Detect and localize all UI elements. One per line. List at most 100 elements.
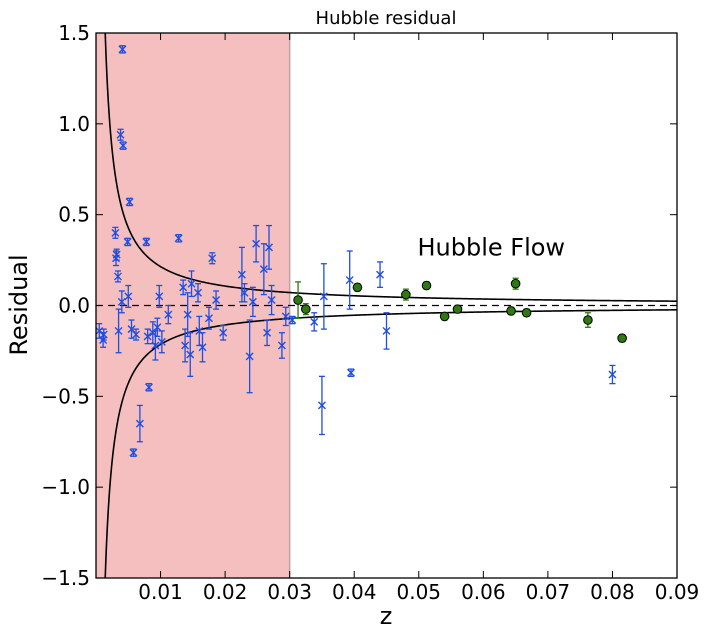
data-point-x xyxy=(116,130,125,139)
x-axis-label: z xyxy=(380,602,393,630)
x-marker-stroke xyxy=(194,288,202,297)
x-marker-stroke xyxy=(198,343,207,352)
x-marker-stroke xyxy=(267,296,276,305)
x-marker-stroke xyxy=(157,337,166,346)
y-tick-label: 1.5 xyxy=(58,21,90,45)
data-point-circle xyxy=(352,282,363,293)
data-point-circle xyxy=(452,304,463,314)
x-marker-stroke xyxy=(116,130,125,139)
data-point-x xyxy=(157,337,166,346)
x-marker-stroke xyxy=(212,296,221,305)
data-point-x xyxy=(194,288,202,297)
y-tick-label: 1.0 xyxy=(58,112,90,136)
data-point-circle xyxy=(293,295,303,305)
x-marker-stroke xyxy=(112,250,121,259)
x-marker-stroke xyxy=(317,401,326,410)
data-point-x xyxy=(288,316,297,325)
x-axis-ticks: 0.01 0.02 0.03 0.04 0.05 0.06 0.07 0.08 0.09 xyxy=(138,33,699,604)
data-point-x xyxy=(123,237,132,246)
x-marker-stroke xyxy=(237,270,246,279)
data-point-circle xyxy=(421,280,432,291)
x-marker-stroke xyxy=(382,326,391,335)
data-point-x xyxy=(164,310,173,319)
x-marker-stroke xyxy=(319,292,328,301)
x-marker-stroke xyxy=(118,45,127,54)
x-marker-stroke xyxy=(608,370,617,379)
y-axis-label: Residual xyxy=(5,254,33,355)
data-point-x xyxy=(259,265,268,274)
data-point-x xyxy=(267,296,276,305)
data-point-x xyxy=(265,243,274,252)
x-marker-stroke xyxy=(219,328,228,337)
y-tick-label: 0.0 xyxy=(58,294,90,318)
data-point-x xyxy=(186,350,195,359)
data-point-x xyxy=(198,343,207,352)
x-marker-stroke xyxy=(183,310,192,319)
x-marker-stroke xyxy=(248,297,257,306)
data-point-x xyxy=(204,314,213,323)
data-point-x xyxy=(240,288,249,297)
x-tick-label: 0.04 xyxy=(332,580,377,604)
x-marker-stroke xyxy=(117,297,126,306)
data-point-circle xyxy=(617,333,627,344)
data-point-x xyxy=(263,328,272,337)
x-marker-stroke xyxy=(174,234,183,243)
data-point-x xyxy=(113,272,122,281)
data-point-circle xyxy=(439,311,450,322)
data-point-x xyxy=(345,276,354,285)
data-point-x xyxy=(112,250,121,259)
data-point-x xyxy=(124,292,133,301)
data-point-x xyxy=(117,297,126,306)
data-point-x xyxy=(99,330,108,339)
x-marker-stroke xyxy=(288,316,297,325)
data-point-x xyxy=(237,270,246,279)
data-point-x xyxy=(608,370,617,379)
data-point-x xyxy=(132,330,141,339)
data-point-x xyxy=(135,419,144,428)
data-point-x xyxy=(183,310,192,319)
data-point-x xyxy=(129,448,138,457)
x-marker-stroke xyxy=(164,310,173,319)
data-point-x xyxy=(143,332,152,341)
x-marker-stroke xyxy=(119,141,128,150)
envelope-lower-curve xyxy=(104,309,678,579)
data-point-x xyxy=(281,312,290,321)
x-tick-label: 0.07 xyxy=(526,580,571,604)
data-point-x xyxy=(114,326,123,335)
x-marker-stroke xyxy=(346,368,355,377)
x-tick-label: 0.01 xyxy=(138,580,183,604)
data-point-x xyxy=(245,352,254,361)
data-point-x xyxy=(252,239,261,248)
data-point-x xyxy=(277,341,286,350)
data-point-x xyxy=(310,317,319,326)
x-marker-stroke xyxy=(99,330,108,339)
data-point-x xyxy=(142,237,151,246)
x-marker-stroke xyxy=(195,326,204,335)
x-marker-stroke xyxy=(187,279,196,288)
data-point-x xyxy=(208,254,217,263)
x-marker-stroke xyxy=(142,237,151,246)
data-point-x xyxy=(155,292,164,301)
data-point-x xyxy=(153,323,162,332)
data-point-x xyxy=(125,197,134,206)
x-marker-stroke xyxy=(376,270,385,279)
x-marker-stroke xyxy=(129,448,138,457)
x-marker-stroke xyxy=(111,228,120,237)
data-point-x xyxy=(248,297,257,306)
x-marker-stroke xyxy=(144,383,153,392)
data-point-x xyxy=(144,383,153,392)
data-point-circle xyxy=(521,307,532,318)
x-marker-stroke xyxy=(155,292,164,301)
x-marker-stroke xyxy=(124,292,133,301)
x-tick-label: 0.08 xyxy=(590,580,635,604)
data-point-x xyxy=(317,401,326,410)
data-point-circle xyxy=(506,306,516,316)
x-marker-stroke xyxy=(123,237,132,246)
data-point-x xyxy=(319,292,328,301)
x-marker-stroke xyxy=(186,350,195,359)
x-tick-label: 0.09 xyxy=(655,580,700,604)
x-marker-stroke xyxy=(277,341,286,350)
data-point-circle xyxy=(583,315,593,325)
data-point-circle xyxy=(301,304,311,314)
x-tick-label: 0.06 xyxy=(461,580,506,604)
